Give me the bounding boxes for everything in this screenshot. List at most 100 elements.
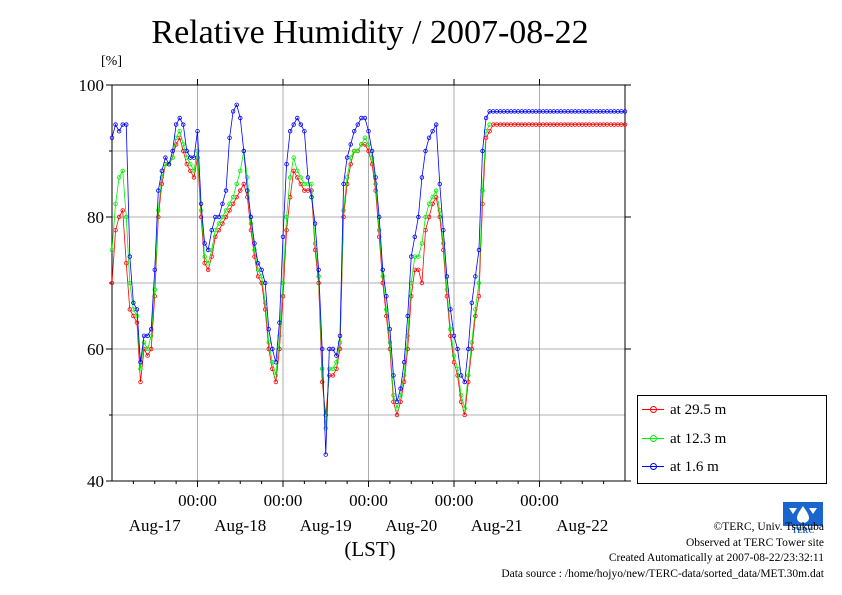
data-point xyxy=(423,214,428,220)
data-point xyxy=(195,148,200,154)
data-point xyxy=(334,353,339,358)
data-point xyxy=(319,346,325,352)
data-point xyxy=(124,214,129,220)
data-point xyxy=(355,122,361,127)
x-date-label: Aug-19 xyxy=(300,516,352,535)
data-point xyxy=(109,247,115,253)
data-point xyxy=(316,267,321,272)
data-point xyxy=(198,208,204,213)
data-point xyxy=(170,148,175,154)
data-point xyxy=(366,142,371,147)
data-point xyxy=(223,188,229,193)
data-point xyxy=(273,360,279,365)
data-point xyxy=(259,267,264,272)
data-point xyxy=(252,254,257,259)
data-point xyxy=(277,346,282,352)
y-tick-label: 80 xyxy=(87,208,104,227)
data-point xyxy=(181,122,186,127)
credit-created: Created Automatically at 2007-08-22/23:3… xyxy=(608,552,824,564)
data-point xyxy=(230,194,236,200)
data-point xyxy=(416,254,421,259)
data-point xyxy=(248,221,254,226)
data-point xyxy=(344,155,350,160)
series-line xyxy=(111,124,490,429)
data-point xyxy=(387,327,393,332)
data-point xyxy=(145,353,150,358)
data-point xyxy=(273,379,279,385)
data-point xyxy=(284,227,289,233)
x-date-label: Aug-17 xyxy=(129,516,181,535)
data-point xyxy=(291,122,296,127)
data-point xyxy=(134,307,140,312)
data-point xyxy=(277,333,282,338)
data-point xyxy=(284,161,289,167)
y-tick-label: 40 xyxy=(87,472,104,491)
data-point xyxy=(109,135,115,140)
data-point xyxy=(423,148,428,154)
data-point xyxy=(401,360,407,365)
data-point xyxy=(120,168,125,173)
data-point xyxy=(159,168,165,173)
terc-logo-icon: TERC xyxy=(783,502,823,534)
data-point xyxy=(473,313,478,319)
data-point xyxy=(202,254,207,259)
legend-label-1-6m: at 1.6 m xyxy=(670,458,719,475)
data-point xyxy=(323,426,328,431)
data-point xyxy=(330,346,336,352)
data-point xyxy=(337,346,343,352)
data-point xyxy=(113,122,118,127)
data-point xyxy=(227,135,232,140)
data-point xyxy=(305,175,311,180)
data-point xyxy=(330,373,336,378)
data-point xyxy=(252,241,257,246)
data-point xyxy=(391,373,396,378)
data-point xyxy=(473,307,478,312)
data-point xyxy=(131,300,136,305)
data-point xyxy=(205,261,211,266)
data-point xyxy=(238,188,243,193)
data-point xyxy=(348,161,353,167)
data-point xyxy=(359,142,364,147)
data-point xyxy=(391,393,396,398)
data-point xyxy=(476,247,482,253)
data-point xyxy=(394,399,400,404)
data-point xyxy=(295,115,300,121)
data-point xyxy=(348,142,353,147)
data-point xyxy=(466,373,471,378)
data-point xyxy=(376,227,382,233)
data-point xyxy=(369,155,375,160)
data-point xyxy=(398,386,403,391)
x-tick-label: 00:00 xyxy=(435,491,474,510)
data-point xyxy=(384,294,389,299)
data-point xyxy=(444,274,450,279)
data-point xyxy=(173,122,179,127)
data-point xyxy=(419,280,425,286)
data-point xyxy=(223,208,229,213)
data-point xyxy=(462,406,467,411)
y-tick-label: 100 xyxy=(79,76,105,95)
data-point xyxy=(138,379,143,385)
data-point xyxy=(234,102,239,107)
data-point xyxy=(433,188,439,193)
data-point xyxy=(437,214,442,220)
data-point xyxy=(195,128,200,134)
data-point xyxy=(141,340,147,345)
data-point xyxy=(245,175,250,180)
data-point xyxy=(148,327,154,332)
data-point xyxy=(344,175,350,180)
data-point xyxy=(241,148,247,154)
legend-label-12-3m: at 12.3 m xyxy=(670,430,727,447)
data-point xyxy=(302,128,307,134)
data-point xyxy=(355,148,361,154)
data-point xyxy=(476,280,482,286)
data-point xyxy=(238,115,243,121)
data-point xyxy=(205,247,211,253)
x-tick-label: 00:00 xyxy=(264,491,303,510)
x-date-label: Aug-18 xyxy=(214,516,266,535)
x-tick-label: 00:00 xyxy=(349,491,388,510)
data-point xyxy=(458,373,464,378)
data-point xyxy=(622,122,628,127)
data-point xyxy=(416,214,421,220)
legend-item-1-6m: at 1.6 m xyxy=(638,457,719,477)
data-point xyxy=(419,241,425,246)
